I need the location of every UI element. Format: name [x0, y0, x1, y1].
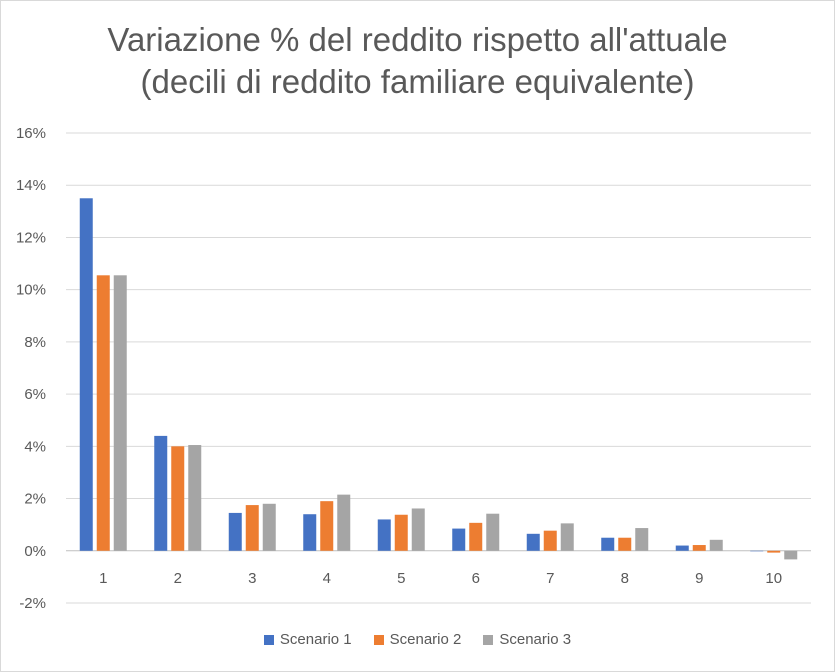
- bar-scenario-2-decile-6: [469, 522, 483, 551]
- bar-scenario-1-decile-9: [675, 545, 689, 551]
- bar-scenario-1-decile-4: [303, 514, 317, 551]
- x-tick-label: 6: [472, 570, 480, 587]
- x-tick-label: 1: [99, 570, 107, 587]
- bar-scenario-2-decile-4: [320, 501, 334, 551]
- bar-scenario-2-decile-8: [618, 537, 632, 551]
- bar-scenario-3-decile-5: [411, 508, 425, 551]
- legend-swatch-scenario-3: [483, 634, 494, 645]
- bar-scenario-1-decile-10: [750, 550, 764, 552]
- bar-scenario-3-decile-3: [262, 503, 276, 551]
- x-tick-label: 4: [323, 570, 331, 587]
- y-tick-label: 16%: [16, 125, 46, 142]
- bar-scenario-3-decile-7: [560, 523, 574, 551]
- bar-scenario-2-decile-1: [96, 275, 110, 551]
- bar-scenario-3-decile-9: [709, 539, 723, 551]
- x-tick-label: 9: [695, 570, 703, 587]
- y-tick-label: 0%: [24, 543, 46, 560]
- bar-scenario-1-decile-7: [526, 533, 540, 551]
- bar-scenario-2-decile-10: [767, 550, 781, 553]
- legend-label-scenario-2: Scenario 2: [389, 631, 462, 648]
- legend-swatch-scenario-2: [373, 634, 384, 645]
- bar-scenario-1-decile-1: [79, 198, 93, 551]
- y-tick-label: 2%: [24, 491, 46, 508]
- bar-scenario-1-decile-6: [452, 528, 466, 551]
- chart-title-line-1: Variazione % del reddito rispetto all'at…: [107, 21, 728, 58]
- x-tick-label: 7: [546, 570, 554, 587]
- bar-scenario-2-decile-9: [692, 545, 706, 551]
- y-tick-label: 14%: [16, 177, 46, 194]
- bar-scenario-3-decile-8: [635, 528, 649, 551]
- bar-scenario-1-decile-8: [601, 537, 615, 551]
- x-tick-label: 2: [174, 570, 182, 587]
- bar-scenario-3-decile-1: [113, 275, 127, 551]
- y-tick-label: -2%: [19, 595, 46, 612]
- legend-swatch-scenario-1: [263, 634, 274, 645]
- y-tick-label: 12%: [16, 229, 46, 246]
- legend-item-scenario-1: Scenario 1: [263, 631, 352, 648]
- legend-item-scenario-2: Scenario 2: [373, 631, 462, 648]
- x-tick-label: 8: [621, 570, 629, 587]
- bar-scenario-2-decile-3: [245, 505, 259, 551]
- chart-legend: Scenario 1 Scenario 2 Scenario 3: [1, 631, 834, 648]
- bar-scenario-3-decile-2: [188, 445, 202, 551]
- legend-label-scenario-3: Scenario 3: [499, 631, 572, 648]
- x-tick-label: 5: [397, 570, 405, 587]
- y-tick-label: 8%: [24, 334, 46, 351]
- bar-scenario-2-decile-5: [394, 514, 408, 551]
- bar-scenario-3-decile-6: [486, 513, 500, 551]
- bar-scenario-1-decile-5: [377, 519, 391, 551]
- legend-label-scenario-1: Scenario 1: [279, 631, 352, 648]
- bar-scenario-2-decile-2: [171, 446, 185, 551]
- bar-scenario-2-decile-7: [543, 530, 557, 551]
- y-tick-label: 10%: [16, 282, 46, 299]
- legend-item-scenario-3: Scenario 3: [483, 631, 571, 648]
- chart-title-line-2: (decili di reddito familiare equivalente…: [140, 63, 695, 100]
- y-tick-label: 6%: [24, 386, 46, 403]
- bar-scenario-1-decile-2: [154, 435, 168, 551]
- y-tick-label: 4%: [24, 438, 46, 455]
- x-tick-label: 3: [248, 570, 256, 587]
- bar-scenario-3-decile-10: [784, 550, 798, 560]
- bar-scenario-1-decile-3: [228, 512, 242, 551]
- bar-scenario-3-decile-4: [337, 494, 351, 551]
- chart-title: Variazione % del reddito rispetto all'at…: [1, 19, 834, 103]
- x-tick-label: 10: [765, 570, 782, 587]
